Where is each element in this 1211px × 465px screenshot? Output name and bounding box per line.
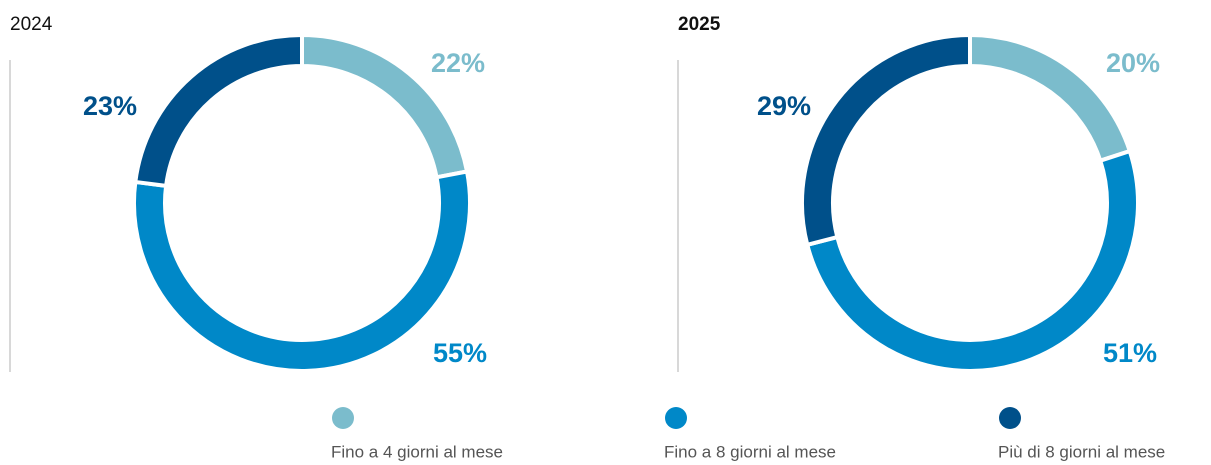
legend-label: Più di 8 giorni al mese <box>998 442 1165 461</box>
legend-label: Fino a 8 giorni al mese <box>664 442 836 461</box>
chart-title: 2024 <box>10 14 53 35</box>
data-label: 55% <box>433 338 487 368</box>
legend-label: Fino a 4 giorni al mese <box>331 442 503 461</box>
donut-segment <box>800 32 972 248</box>
chart-title: 2025 <box>678 14 721 35</box>
legend-marker <box>332 407 354 429</box>
data-label: 51% <box>1103 338 1157 368</box>
data-label: 20% <box>1106 48 1160 78</box>
donut-segment <box>132 169 472 373</box>
donut-segment <box>804 148 1140 373</box>
donut-segment <box>133 32 304 189</box>
legend-marker <box>665 407 687 429</box>
legend-marker <box>999 407 1021 429</box>
data-label: 22% <box>431 48 485 78</box>
data-label: 29% <box>757 91 811 121</box>
data-label: 23% <box>83 91 137 121</box>
